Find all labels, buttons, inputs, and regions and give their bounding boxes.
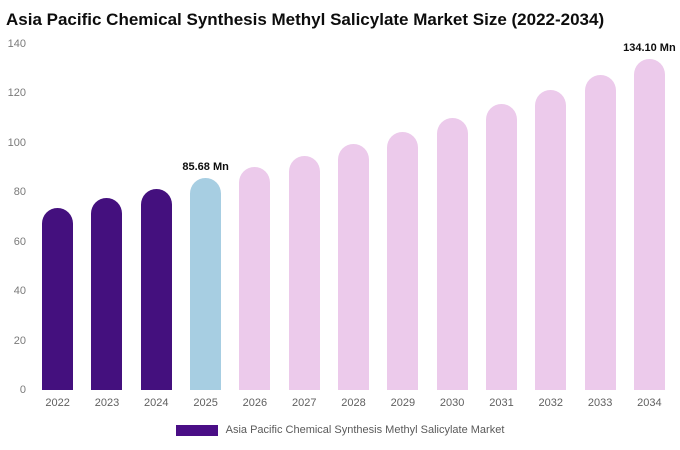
legend-label: Asia Pacific Chemical Synthesis Methyl S…	[225, 424, 505, 436]
bar-value-label-2025: 85.68 Mn	[182, 161, 229, 174]
bar-slot-2024: 2024	[132, 44, 181, 409]
y-tick-20: 20	[13, 334, 26, 347]
y-tick-80: 80	[13, 186, 26, 199]
bar-2031	[485, 104, 517, 390]
x-tick-2031: 2031	[489, 397, 514, 409]
bar-2026	[239, 167, 271, 390]
x-tick-2022: 2022	[45, 397, 70, 409]
bar-slot-2030: 2030	[428, 44, 477, 409]
bar-slot-2034: 134.10 Mn 2034	[623, 42, 676, 409]
bar-2022	[42, 207, 74, 390]
bar-2025: 85.68 Mn	[182, 161, 229, 390]
y-axis: 0 20 40 60 80 100 120 140	[0, 38, 30, 396]
x-tick-2033: 2033	[587, 397, 613, 409]
x-tick-2032: 2032	[538, 397, 564, 409]
chart-title: Asia Pacific Chemical Synthesis Methyl S…	[6, 10, 605, 29]
bar-slot-2026: 2026	[230, 44, 279, 409]
bar-slot-2032: 2032	[526, 44, 575, 409]
legend: Asia Pacific Chemical Synthesis Methyl S…	[0, 424, 680, 436]
bar-value-label-2034: 134.10 Mn	[623, 41, 676, 54]
x-tick-2023: 2023	[94, 397, 120, 409]
bar-slot-2028: 2028	[329, 44, 378, 409]
bar-2034: 134.10 Mn	[623, 42, 676, 390]
y-tick-0: 0	[19, 384, 26, 396]
y-tick-120: 120	[7, 87, 26, 100]
bar-slot-2029: 2029	[378, 44, 427, 409]
y-tick-40: 40	[13, 285, 26, 298]
plot-area: 2022 2023 2024 85.68 Mn 2025 2026 2027 2028 2029…	[33, 42, 676, 409]
bar-slot-2023: 2023	[82, 44, 131, 409]
y-tick-60: 60	[13, 235, 26, 248]
x-tick-2024: 2024	[144, 397, 169, 409]
bar-2027	[288, 156, 320, 390]
x-tick-2034: 2034	[637, 397, 662, 409]
bar-slot-2022: 2022	[33, 44, 82, 409]
x-tick-2026: 2026	[242, 397, 268, 409]
bar-2028	[338, 144, 370, 390]
y-tick-100: 100	[7, 136, 26, 149]
bar-2023	[91, 198, 123, 390]
legend-swatch	[175, 424, 218, 436]
bar-2033	[584, 74, 616, 390]
x-tick-2030: 2030	[439, 397, 465, 409]
x-tick-2027: 2027	[291, 397, 317, 409]
bar-slot-2031: 2031	[477, 44, 526, 409]
x-tick-2025: 2025	[193, 397, 218, 409]
x-tick-2029: 2029	[390, 397, 416, 409]
bar-slot-2025: 85.68 Mn 2025	[181, 44, 230, 409]
x-tick-2028: 2028	[341, 397, 366, 409]
bar-slot-2027: 2027	[280, 44, 329, 409]
y-tick-140: 140	[7, 38, 26, 50]
bar-2030	[436, 118, 468, 390]
bar-2032	[535, 89, 567, 390]
bar-2024	[140, 188, 172, 390]
bar-chart: 0 20 40 60 80 100 120 140 2022 2023 2024 85.68 Mn 2…	[0, 38, 680, 409]
bar-2029	[387, 131, 419, 390]
bar-slot-2033: 2033	[575, 44, 624, 409]
